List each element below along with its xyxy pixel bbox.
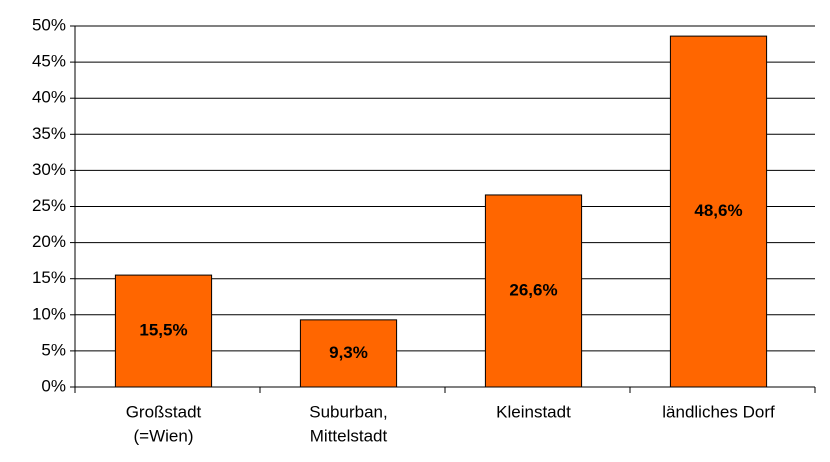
y-tick-label: 20% <box>32 232 66 251</box>
y-tick-label: 35% <box>32 124 66 143</box>
y-tick-label: 15% <box>32 268 66 287</box>
y-tick-label: 30% <box>32 160 66 179</box>
y-tick-label: 40% <box>32 88 66 107</box>
x-tick-label: Kleinstadt <box>496 402 571 421</box>
bar <box>669 35 768 388</box>
data-label: 26,6% <box>509 280 557 299</box>
y-tick-label: 0% <box>41 376 66 395</box>
data-label: 9,3% <box>329 343 368 362</box>
y-tick-label: 25% <box>32 196 66 215</box>
y-tick-label: 50% <box>32 15 66 34</box>
y-tick-label: 5% <box>41 340 66 359</box>
x-tick-label: ländliches Dorf <box>662 402 775 421</box>
bar <box>114 274 213 388</box>
x-tick-label: (=Wien) <box>134 426 194 445</box>
data-label: 15,5% <box>139 321 187 340</box>
y-tick-label: 10% <box>32 304 66 323</box>
y-tick-label: 45% <box>32 52 66 71</box>
x-tick-label: Großstadt <box>126 402 202 421</box>
x-tick-label: Suburban, <box>309 402 387 421</box>
bar <box>299 319 398 388</box>
x-tick-label: Mittelstadt <box>310 426 388 445</box>
data-label: 48,6% <box>694 201 742 220</box>
bar <box>484 194 583 388</box>
